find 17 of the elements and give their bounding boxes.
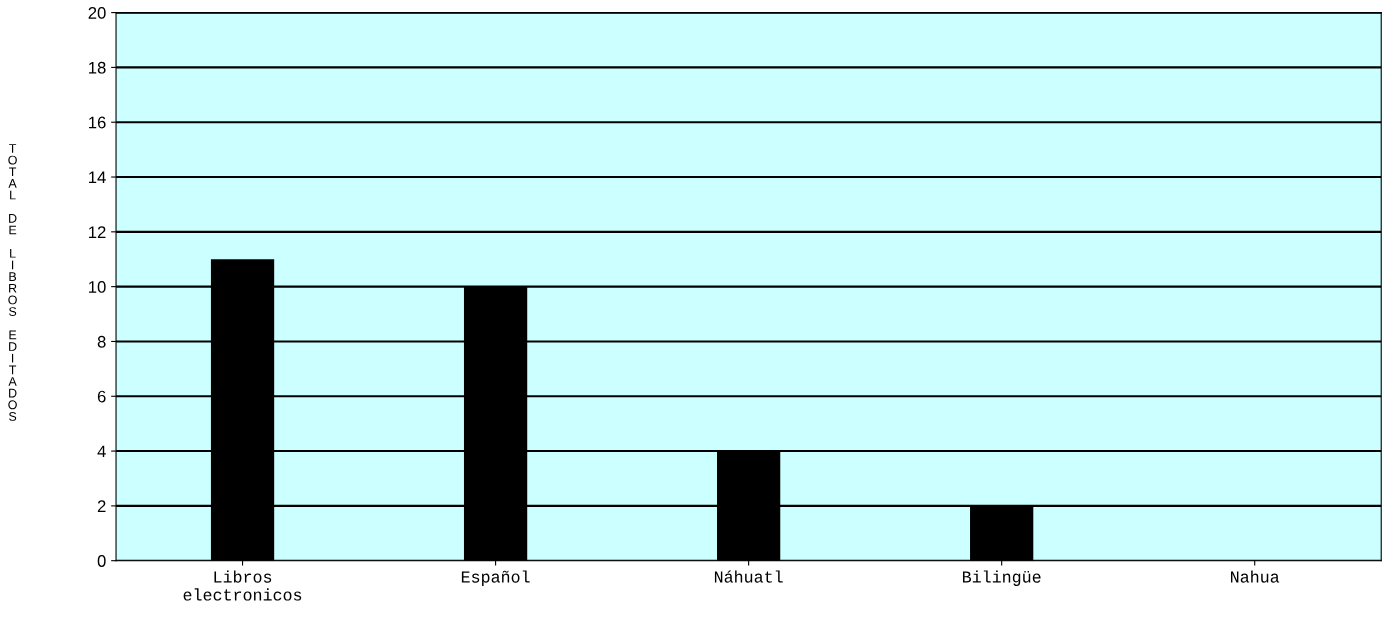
text: TOTAL DE LIBROS EDITADOS: [8, 144, 17, 421]
y-tick-label: 20: [88, 7, 106, 19]
y-tick-label: 12: [89, 226, 106, 238]
y-tick-label: 6: [97, 390, 106, 403]
y-tick-label: 8: [97, 335, 106, 348]
y-tick-label: 16: [89, 116, 106, 129]
y-tick-label: 4: [97, 445, 106, 458]
x-tick-label: Náhuatl: [714, 570, 783, 583]
x-tick-label: Nahua: [1231, 570, 1280, 583]
x-tick-label: Bilingüe: [962, 570, 1041, 586]
y-tick-label: 2: [97, 500, 106, 512]
y-tick-label: 18: [89, 61, 106, 74]
y-tick-label: 0: [97, 555, 106, 567]
y-tick-label: 14: [89, 171, 106, 184]
y-tick-label: 10: [89, 281, 106, 293]
x-tick-label: Libros electronicos: [183, 570, 302, 601]
x-tick-label: Español: [461, 570, 530, 586]
